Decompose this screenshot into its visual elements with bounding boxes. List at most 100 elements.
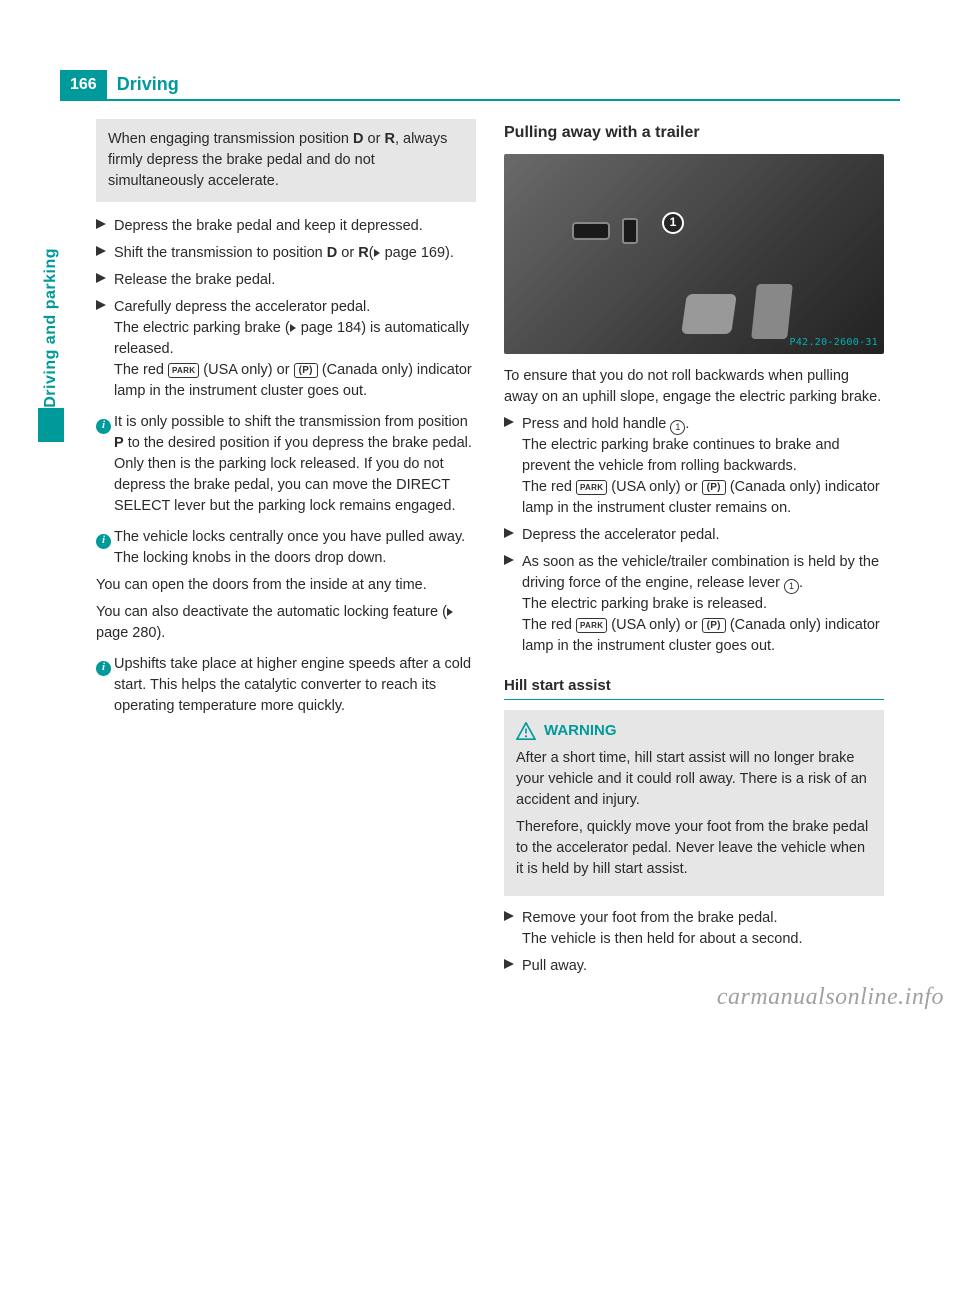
info-text: Upshifts take place at higher engine spe… [114, 654, 476, 717]
side-tab-label: Driving and parking [42, 240, 60, 408]
t: Remove your foot from the brake pedal. [522, 908, 884, 929]
info-icon: i [96, 412, 114, 517]
info-text: It is only possible to shift the transmi… [114, 412, 476, 517]
info-note: i The vehicle locks centrally once you h… [96, 527, 476, 569]
step-marker-icon [96, 297, 114, 402]
step-marker-icon [96, 270, 114, 291]
step-marker-icon [504, 552, 522, 657]
step-row: Press and hold handle 1. The electric pa… [504, 414, 884, 519]
fig-callout-1: 1 [662, 212, 684, 234]
step-marker-icon [504, 908, 522, 950]
info-note: i It is only possible to shift the trans… [96, 412, 476, 517]
info-note: i Upshifts take place at higher engine s… [96, 654, 476, 717]
step-text: Depress the accelerator pedal. [522, 525, 884, 546]
park-indicator-icon: PARK [576, 618, 607, 633]
info-para: You can also deactivate the automatic lo… [96, 602, 476, 644]
step-row: Carefully depress the accelerator pedal.… [96, 297, 476, 402]
step-text: As soon as the vehicle/trailer combinati… [522, 552, 884, 657]
warning-box: WARNING After a short time, hill start a… [504, 710, 884, 896]
fig-pedal [681, 294, 737, 334]
t: page 280). [96, 625, 165, 641]
step-text: Shift the transmission to position D or … [114, 243, 476, 264]
t: It is only possible to shift the transmi… [114, 414, 468, 430]
heading-hill-start: Hill start assist [504, 675, 884, 700]
step-row: Release the brake pedal. [96, 270, 476, 291]
t: Shift the transmission to position [114, 245, 327, 261]
t: (USA only) or [607, 479, 701, 495]
page-title: Driving [107, 70, 189, 99]
step-row: Shift the transmission to position D or … [96, 243, 476, 264]
caution-text-1: When engaging transmission position [108, 131, 353, 147]
p-indicator-icon: (P) [294, 363, 318, 378]
t: The red [114, 362, 168, 378]
heading-trailer: Pulling away with a trailer [504, 121, 884, 144]
step-marker-icon [504, 414, 522, 519]
fig-pedal [751, 284, 793, 339]
caution-box: When engaging transmission position D or… [96, 119, 476, 202]
step-row: Remove your foot from the brake pedal. T… [504, 908, 884, 950]
page-number: 166 [60, 70, 107, 99]
step-row: As soon as the vehicle/trailer combinati… [504, 552, 884, 657]
t: . [685, 416, 689, 432]
page-ref-icon [447, 608, 453, 616]
step-text: Depress the brake pedal and keep it depr… [114, 216, 476, 237]
page-header: 166 Driving [60, 70, 900, 101]
t: Carefully depress the accelerator pedal. [114, 297, 476, 318]
info-text: The vehicle locks centrally once you hav… [114, 527, 476, 569]
warning-icon [516, 722, 536, 740]
t: page 169). [381, 245, 454, 261]
park-indicator-icon: PARK [576, 480, 607, 495]
t: The red [522, 617, 576, 633]
info-para: You can open the doors from the inside a… [96, 575, 476, 596]
t: As soon as the vehicle/trailer combinati… [522, 554, 879, 591]
step-row: Pull away. [504, 956, 884, 977]
warning-p2: Therefore, quickly move your foot from t… [516, 817, 872, 880]
p-indicator-icon: (P) [702, 480, 726, 495]
t: The electric parking brake is released. [522, 594, 884, 615]
warning-head: WARNING [516, 720, 872, 742]
left-column: When engaging transmission position D or… [96, 119, 476, 983]
step-text: Release the brake pedal. [114, 270, 476, 291]
info-icon: i [96, 654, 114, 717]
intro-text: To ensure that you do not roll backwards… [504, 366, 884, 408]
right-column: Pulling away with a trailer 1 P42.20-260… [504, 119, 884, 983]
warning-p1: After a short time, hill start assist wi… [516, 748, 872, 811]
fig-button [572, 222, 610, 240]
t: You can also deactivate the automatic lo… [96, 604, 447, 620]
page-ref-icon [374, 249, 380, 257]
step-marker-icon [96, 216, 114, 237]
t: to the desired position if you depress t… [114, 435, 472, 514]
t: The electric parking brake ( [114, 320, 290, 336]
callout-ref-1: 1 [670, 420, 685, 435]
side-tab: Driving and parking [38, 240, 64, 442]
content-columns: When engaging transmission position D or… [96, 119, 900, 983]
figure-parking-brake: 1 P42.20-2600-31 [504, 154, 884, 354]
step-text: Carefully depress the accelerator pedal.… [114, 297, 476, 402]
t: Press and hold handle [522, 416, 670, 432]
info-icon: i [96, 527, 114, 569]
figure-tag: P42.20-2600-31 [790, 336, 879, 351]
caution-bold-r: R [384, 131, 394, 147]
step-text: Press and hold handle 1. The electric pa… [522, 414, 884, 519]
step-row: Depress the accelerator pedal. [504, 525, 884, 546]
t: . [799, 575, 803, 591]
watermark: carmanualsonline.info [717, 984, 944, 1011]
t: The red [522, 479, 576, 495]
t: The red PARK (USA only) or (P) (Canada o… [114, 360, 476, 402]
page: 166 Driving Driving and parking When eng… [0, 0, 960, 1023]
page-ref-icon [290, 324, 296, 332]
caution-bold-d: D [353, 131, 363, 147]
step-text: Pull away. [522, 956, 884, 977]
fig-handle [622, 218, 638, 244]
t: R [358, 245, 368, 261]
t: The electric parking brake continues to … [522, 435, 884, 477]
step-marker-icon [96, 243, 114, 264]
t: The vehicle locks centrally once you hav… [114, 527, 476, 569]
t: The vehicle is then held for about a sec… [522, 929, 884, 950]
warning-title: WARNING [544, 720, 617, 742]
t: The electric parking brake ( page 184) i… [114, 318, 476, 360]
side-tab-block [38, 408, 64, 442]
t: (USA only) or [199, 362, 293, 378]
callout-ref-1: 1 [784, 579, 799, 594]
park-indicator-icon: PARK [168, 363, 199, 378]
